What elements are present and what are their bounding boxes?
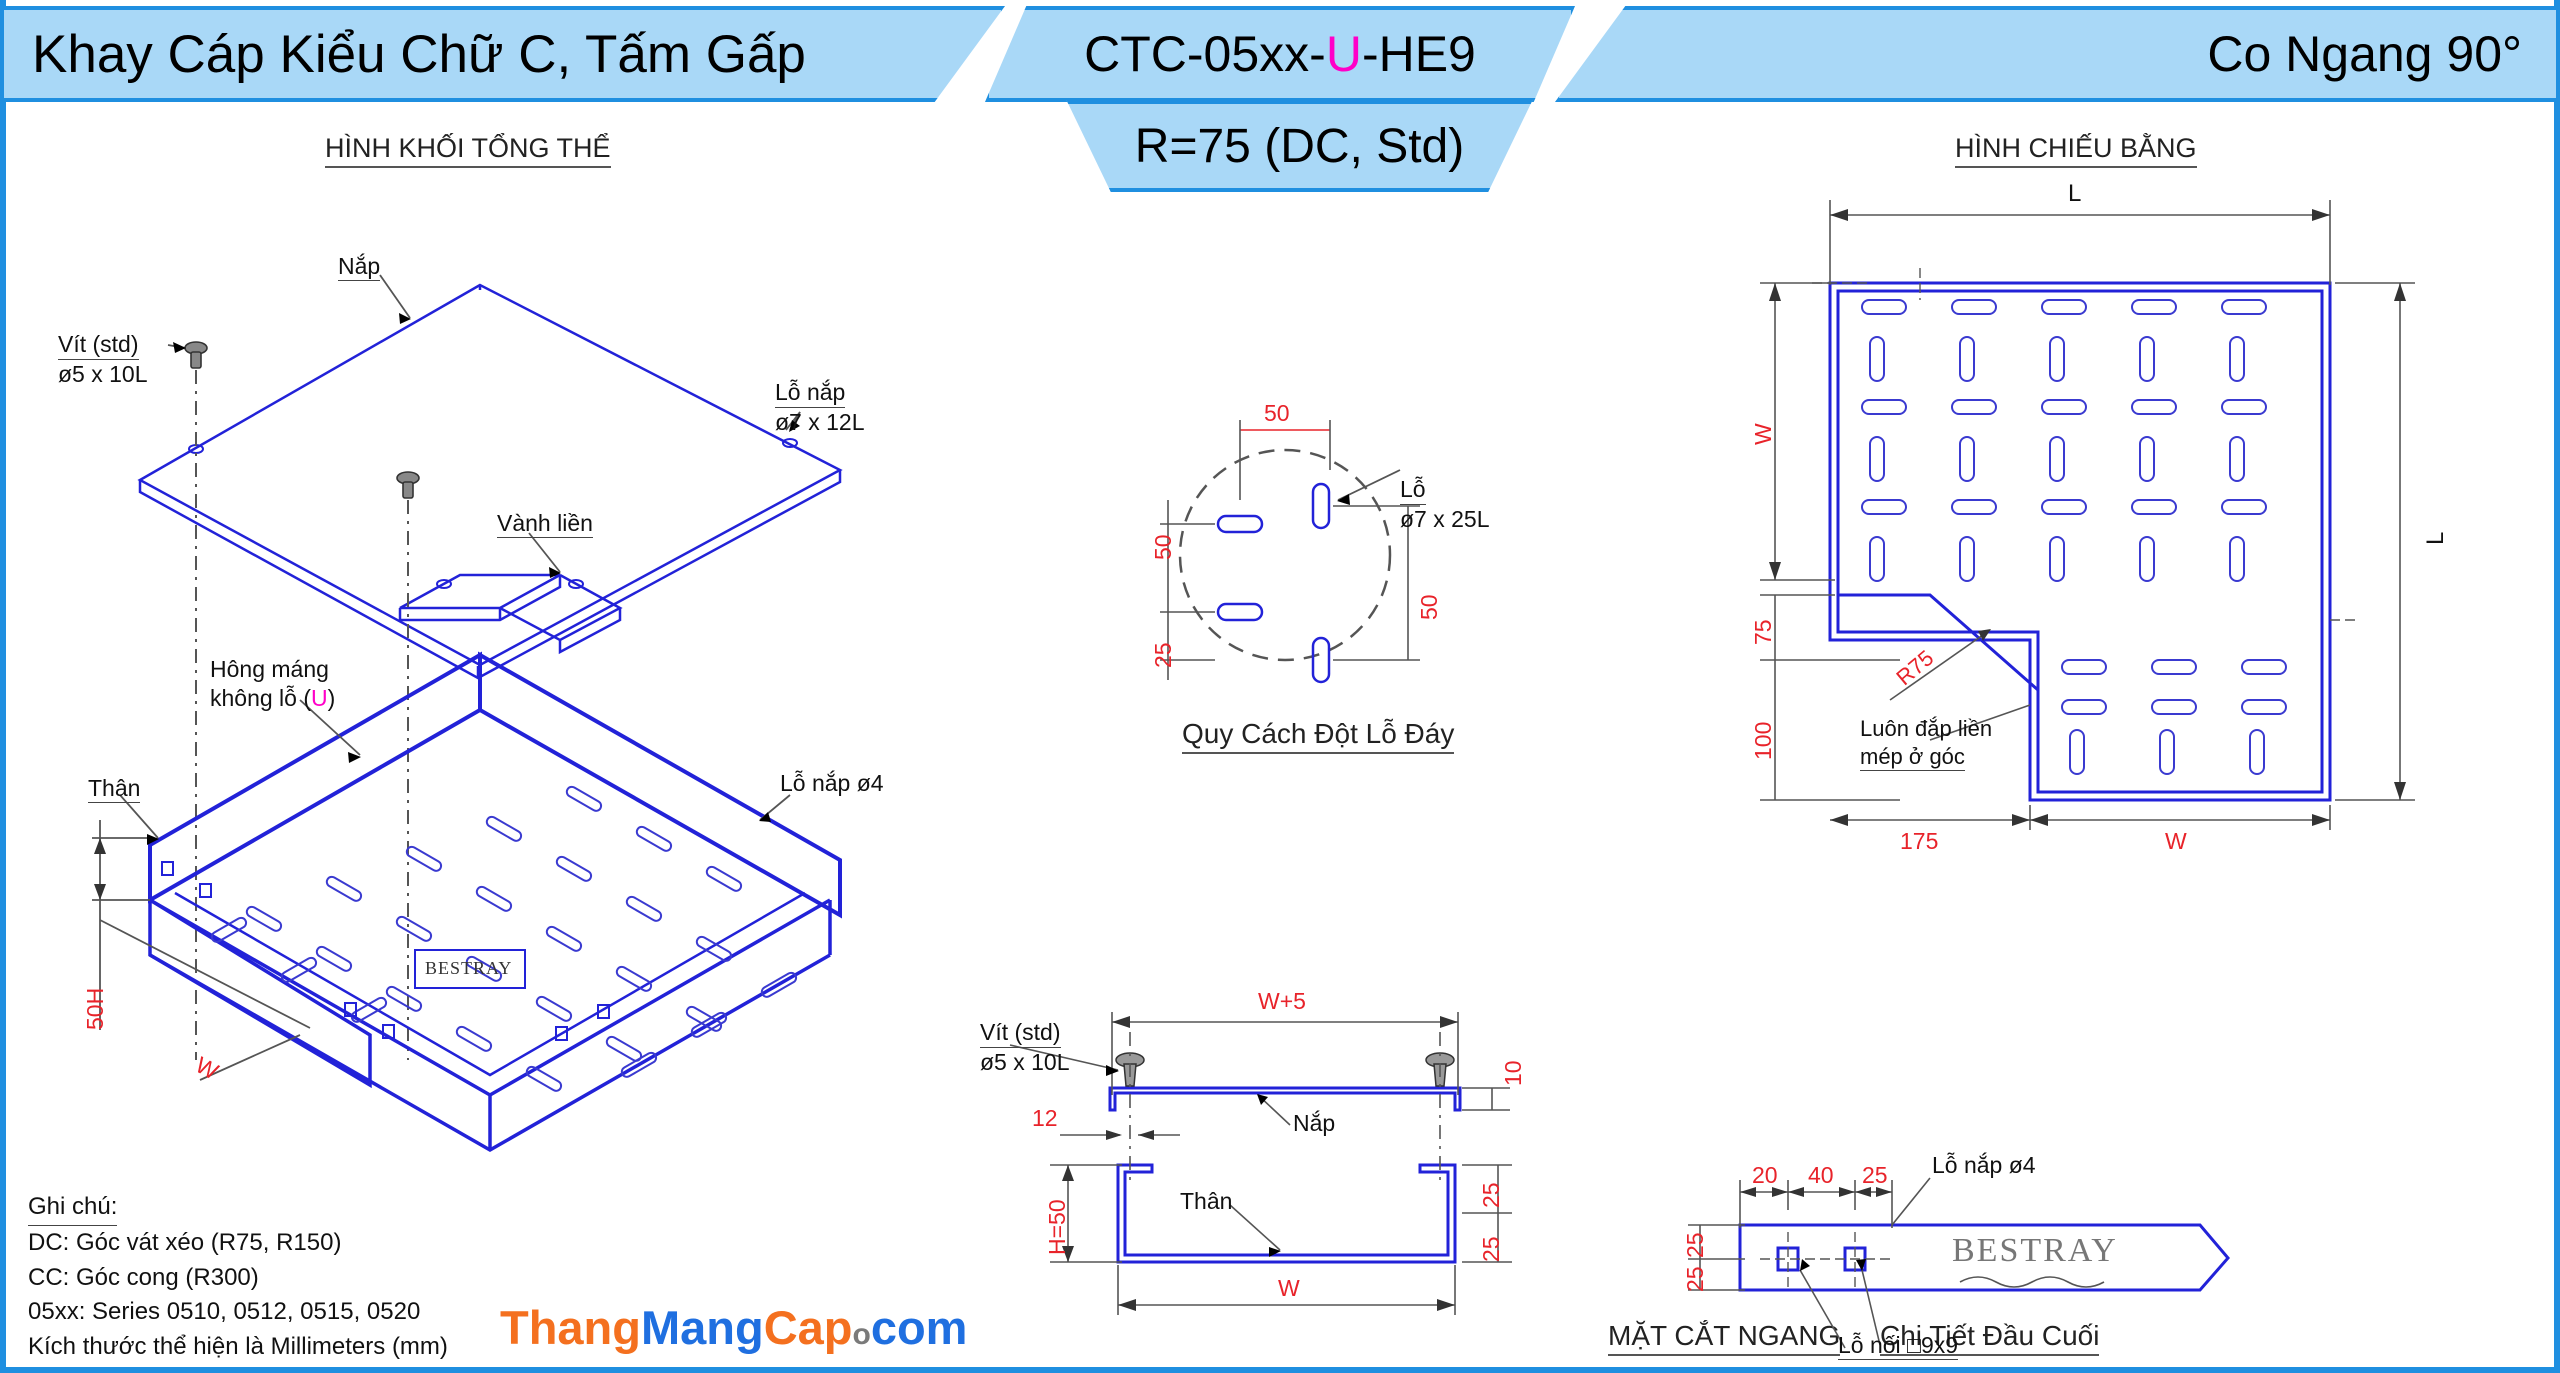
bend-type-title: Co Ngang 90° (2207, 26, 2522, 82)
side-u-token: U (311, 684, 328, 711)
header-title-band: Khay Cáp Kiểu Chữ C, Tấm Gấp (0, 6, 1005, 102)
label-screw-section: Vít (std) ø5 x 10L (980, 1019, 1070, 1075)
code-u-token: U (1325, 26, 1362, 82)
label-cover-hole4-iso: Lỗ nắp ø4 (780, 770, 884, 796)
label-cover-section: Nắp (1293, 1110, 1336, 1136)
label-body-iso: Thân (88, 775, 141, 804)
watermark-part-2: Mang (640, 1301, 764, 1354)
caption-plan: HÌNH CHIẾU BẰNG (1955, 133, 2197, 168)
label-side-no-hole: Hông máng không lỗ (U) (210, 656, 336, 711)
notes-heading: Ghi chú: (28, 1190, 118, 1226)
plan-dim-175: 175 (1900, 828, 1939, 854)
note-line-3: 05xx: Series 0510, 0512, 0515, 0520 (28, 1298, 421, 1326)
plan-corner-note: Luôn đắp liền mép ở góc (1860, 715, 1992, 771)
section-dim-w5: W+5 (1258, 988, 1306, 1014)
note-line-1: DC: Góc vát xéo (R75, R150) (28, 1228, 342, 1256)
watermark-dot: o (852, 1318, 871, 1351)
title-header: Khay Cáp Kiểu Chữ C, Tấm Gấp CTC-05xx-U-… (0, 0, 2560, 192)
end-dim-25-top: 25 (1682, 1232, 1708, 1258)
product-code: CTC-05xx-U-HE9 (1084, 26, 1476, 82)
watermark-part-1: Thang (500, 1301, 641, 1354)
end-dim-20: 20 (1752, 1162, 1778, 1188)
label-screw-iso: Vít (std) ø5 x 10L (58, 331, 148, 387)
label-cover-iso: Nắp (338, 253, 381, 282)
caption-isometric: HÌNH KHỐI TỔNG THỂ (325, 133, 611, 168)
end-dim-40: 40 (1808, 1162, 1834, 1188)
note-line-2: CC: Góc cong (R300) (28, 1263, 259, 1291)
punch-dim-top: 50 (1264, 400, 1290, 426)
label-body-section: Thân (1180, 1188, 1233, 1214)
brand-plate-end: BESTRAY (1952, 1232, 2118, 1269)
header-radius-band: R=75 (DC, Std) (1066, 100, 1533, 192)
label-join-hole-end: Lỗ nối □9x9 (1838, 1332, 1959, 1361)
header-type-band: Co Ngang 90° (1555, 6, 2560, 102)
end-dim-25-bottom: 25 (1682, 1266, 1708, 1292)
watermark-part-3: Cap (763, 1301, 853, 1354)
label-cover-hole-end: Lỗ nắp ø4 (1932, 1152, 2036, 1178)
note-line-4: Kích thước thể hiện là Millimeters (mm) (28, 1333, 448, 1361)
plan-dim-W-bottom: W (2165, 828, 2187, 854)
label-cover-hole-iso: Lỗ nắp ø7 x 12L (775, 379, 865, 435)
radius-spec: R=75 (DC, Std) (1134, 119, 1465, 173)
section-dim-W: W (1278, 1275, 1300, 1301)
product-title: Khay Cáp Kiểu Chữ C, Tấm Gấp (32, 24, 806, 84)
caption-punch: Quy Cách Đột Lỗ Đáy (1182, 718, 1455, 754)
caption-end-detail: Chi Tiết Đầu Cuối (1880, 1320, 2100, 1356)
label-flange-iso: Vành liền (497, 510, 593, 539)
brand-plate-iso: BESTRAY (425, 958, 513, 978)
plan-dim-L-top: L (2068, 180, 2082, 207)
section-dim-12: 12 (1032, 1105, 1058, 1131)
watermark-part-4: com (870, 1301, 968, 1354)
site-watermark: ThangMangCapocom (500, 1300, 967, 1355)
notes-block: Ghi chú: DC: Góc vát xéo (R75, R150) CC:… (28, 1190, 448, 1365)
end-dim-25: 25 (1862, 1162, 1888, 1188)
label-punch-hole: Lỗ ø7 x 25L (1400, 476, 1490, 532)
caption-section: MẶT CẮT NGANG (1608, 1320, 1841, 1356)
